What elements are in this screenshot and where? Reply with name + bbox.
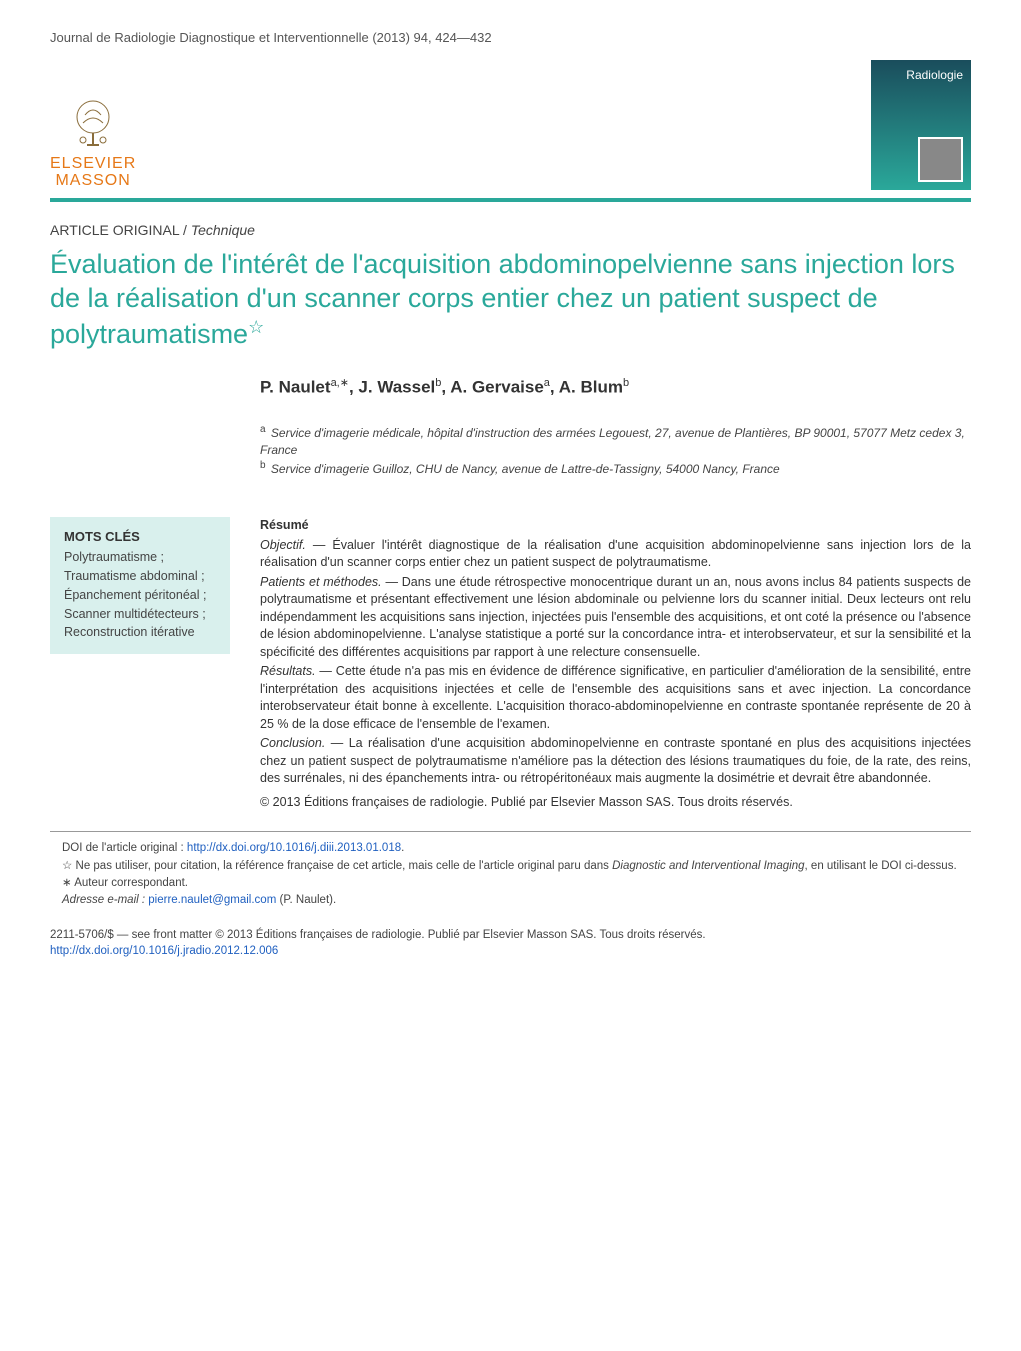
email-link[interactable]: pierre.naulet@gmail.com [148,894,276,906]
author-1: P. Naulet [260,378,331,397]
affiliation-b-sup: b [260,460,266,471]
abstract-heading: Résumé [260,517,971,535]
article-type-separator: / [179,222,191,238]
author-4: , A. Blum [550,378,623,397]
teal-divider [50,198,971,202]
affiliation-b: b Service d'imagerie Guilloz, CHU de Nan… [260,459,971,478]
title-text: Évaluation de l'intérêt de l'acquisition… [50,249,955,349]
affiliation-a: a Service d'imagerie médicale, hôpital d… [260,423,971,459]
email-author: (P. Naulet). [276,894,336,906]
article-type-original: ARTICLE ORIGINAL [50,222,179,238]
objectif-label: Objectif. — [260,538,325,552]
doi-period: . [401,842,404,854]
doi-label: DOI de l'article original : [62,842,187,854]
journal-cover-title: Radiologie [906,68,963,82]
abstract-copyright: © 2013 Éditions françaises de radiologie… [260,794,971,812]
conclusion-text: La réalisation d'une acquisition abdomin… [260,736,971,785]
author-4-affil: b [623,377,629,389]
footnotes: DOI de l'article original : http://dx.do… [50,831,971,909]
author-1-affil: a, [331,377,340,389]
keywords-box: MOTS CLÉS Polytraumatisme ; Traumatisme … [50,517,230,654]
article-title: Évaluation de l'intérêt de l'acquisition… [50,248,971,351]
author-3: , A. Gervaise [441,378,543,397]
abstract-box: Résumé Objectif. — Évaluer l'intérêt dia… [260,517,971,811]
footnote-doi: DOI de l'article original : http://dx.do… [50,840,971,857]
keywords-list: Polytraumatisme ; Traumatisme abdominal … [64,548,216,642]
abstract-objectif: Objectif. — Évaluer l'intérêt diagnostiq… [260,537,971,572]
footnote-corresponding: ∗ Auteur correspondant. [50,875,971,892]
footnote-citation: ☆ Ne pas utiliser, pour citation, la réf… [50,858,971,875]
star-symbol: ☆ [62,860,72,872]
resultats-label: Résultats. — [260,664,332,678]
article-type-technique: Technique [191,222,255,238]
footnote-email: Adresse e-mail : pierre.naulet@gmail.com… [50,892,971,909]
email-label: Adresse e-mail : [62,894,148,906]
objectif-text: Évaluer l'intérêt diagnostique de la réa… [260,538,971,570]
publisher-logo: ELSEVIER MASSON [50,95,136,190]
footer: 2211-5706/$ — see front matter © 2013 Éd… [50,927,971,959]
journal-cover-image [918,137,963,182]
citation-journal: Diagnostic and Interventional Imaging [612,860,804,872]
asterisk-symbol: ∗ [62,877,72,889]
affiliation-b-text: Service d'imagerie Guilloz, CHU de Nancy… [271,462,780,476]
corresponding-text: Auteur correspondant. [72,877,188,889]
journal-cover: Radiologie [871,60,971,190]
article-type: ARTICLE ORIGINAL / Technique [50,222,971,238]
footer-doi-link[interactable]: http://dx.doi.org/10.1016/j.jradio.2012.… [50,945,278,957]
doi-link[interactable]: http://dx.doi.org/10.1016/j.diii.2013.01… [187,842,401,854]
logo-row: ELSEVIER MASSON Radiologie [50,60,971,190]
keywords-title: MOTS CLÉS [64,529,216,544]
patients-label: Patients et méthodes. — [260,575,398,589]
journal-header: Journal de Radiologie Diagnostique et In… [50,30,971,45]
elsevier-tree-icon [63,95,123,155]
citation-text: Ne pas utiliser, pour citation, la référ… [72,860,612,872]
affiliations: a Service d'imagerie médicale, hôpital d… [260,423,971,477]
resultats-text: Cette étude n'a pas mis en évidence de d… [260,664,971,731]
publisher-line2: MASSON [50,172,136,190]
affiliation-a-text: Service d'imagerie médicale, hôpital d'i… [260,426,965,457]
publisher-line1: ELSEVIER [50,155,136,173]
abstract-resultats: Résultats. — Cette étude n'a pas mis en … [260,663,971,733]
author-1-corresp: ∗ [340,377,349,389]
citation-text2: , en utilisant le DOI ci-dessus. [805,860,957,872]
abstract-patients: Patients et méthodes. — Dans une étude r… [260,574,971,662]
conclusion-label: Conclusion. — [260,736,343,750]
affiliation-a-sup: a [260,424,266,435]
title-star-icon: ☆ [248,317,264,337]
issn-text: 2211-5706/$ — see front matter © 2013 Éd… [50,927,971,943]
publisher-name: ELSEVIER MASSON [50,155,136,190]
author-2: , J. Wassel [349,378,435,397]
authors: P. Nauleta,∗, J. Wasselb, A. Gervaisea, … [260,376,971,398]
abstract-conclusion: Conclusion. — La réalisation d'une acqui… [260,735,971,788]
content-row: MOTS CLÉS Polytraumatisme ; Traumatisme … [50,517,971,811]
